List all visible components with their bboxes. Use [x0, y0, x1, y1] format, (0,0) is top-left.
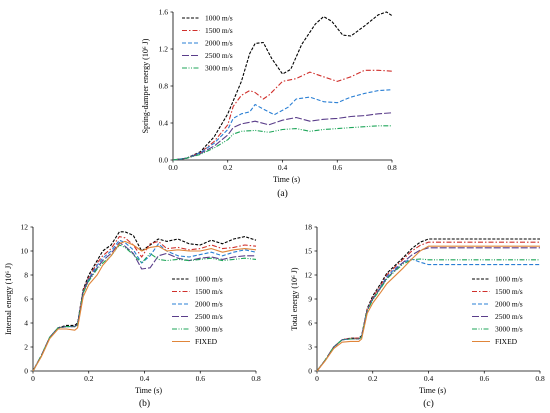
x-tick-label: 0: [315, 374, 319, 383]
legend-label: FIXED: [495, 337, 518, 346]
y-tick-label: 12: [305, 271, 313, 280]
legend-label: 1500 m/s: [495, 287, 523, 296]
y-tick-label: 9: [308, 295, 312, 304]
legend-label: 2000 m/s: [205, 39, 233, 48]
y-tick-label: 0: [308, 367, 312, 376]
y-tick-label: 1.2: [159, 45, 169, 54]
panel-label: (c): [423, 398, 434, 409]
y-axis-label: Internal energy (10⁶ J): [4, 263, 13, 335]
y-tick-label: 2: [24, 343, 28, 352]
legend-label: 3000 m/s: [495, 325, 523, 334]
x-tick-label: 0.4: [278, 163, 288, 172]
legend-label: 2500 m/s: [495, 312, 523, 321]
x-tick-label: 0.4: [424, 374, 434, 383]
x-tick-label: 0.8: [535, 374, 545, 383]
series-line-5: [32, 240, 257, 372]
series-line-2: [316, 258, 540, 372]
y-tick-label: 10: [21, 247, 29, 256]
legend-label: 1500 m/s: [195, 287, 223, 296]
legend-label: 3000 m/s: [195, 325, 223, 334]
series-line-3: [316, 247, 540, 372]
chart-panel-0: 0.0 0.2 0.4 0.6 0.8 0.0 0.4 0.8 1.2 1.6 Time (s) Sp…: [141, 8, 397, 199]
series-line-3: [172, 112, 393, 161]
series-line-1: [32, 236, 257, 372]
series-line-4: [32, 244, 257, 372]
y-tick-label: 0.4: [159, 119, 169, 128]
x-tick-label: 0.0: [168, 163, 178, 172]
legend-label: 1000 m/s: [495, 275, 523, 284]
y-tick-label: 0: [24, 367, 28, 376]
legend-label: 1000 m/s: [195, 275, 223, 284]
chart-panel-2: 0 0.2 0.4 0.6 0.8 0 3 6 9 12 15 18 Time (s) Total ene…: [290, 223, 545, 409]
y-tick-label: 18: [305, 223, 313, 232]
y-tick-label: 0.0: [159, 156, 169, 165]
y-axis-label: Total energy (10⁶ J): [290, 267, 299, 331]
x-tick-label: 0.6: [333, 163, 343, 172]
x-tick-label: 0.2: [84, 374, 94, 383]
legend-label: FIXED: [195, 337, 218, 346]
x-axis-label: Time (s): [419, 386, 446, 395]
x-tick-label: 0.2: [223, 163, 233, 172]
legend-label: 1500 m/s: [205, 26, 233, 35]
legend-label: 2500 m/s: [205, 51, 233, 60]
x-tick-label: 0.8: [251, 374, 261, 383]
x-axis-label: Time (s): [273, 175, 300, 184]
y-tick-label: 0.8: [159, 82, 169, 91]
y-tick-label: 12: [21, 223, 29, 232]
x-tick-label: 0.6: [196, 374, 206, 383]
y-axis-label: Spring-damper energy (10⁶ J): [141, 38, 150, 133]
x-tick-label: 0.6: [480, 374, 490, 383]
y-tick-label: 15: [305, 247, 313, 256]
x-tick-label: 0.8: [387, 163, 397, 172]
panel-label: (a): [277, 188, 288, 199]
series-line-2: [172, 89, 393, 161]
legend: 1000 m/s 1500 m/s 2000 m/s 2500 m/s 3000 m/s: [182, 14, 233, 73]
x-tick-label: 0.2: [368, 374, 378, 383]
y-tick-label: 1.6: [159, 8, 169, 17]
chart-panel-1: 0 0.2 0.4 0.6 0.8 0 2 4 6 8 10 12 Time (s) Internal e…: [4, 223, 261, 409]
legend-label: 3000 m/s: [205, 64, 233, 73]
panel-label: (b): [139, 398, 150, 409]
x-tick-label: 0.4: [140, 374, 150, 383]
y-tick-label: 6: [308, 319, 312, 328]
legend-label: 1000 m/s: [205, 14, 233, 23]
series-line-4: [172, 125, 392, 161]
legend-label: 2000 m/s: [195, 300, 223, 309]
series-line-5: [316, 245, 540, 372]
series-line-3: [32, 242, 256, 372]
legend: 1000 m/s 1500 m/s 2000 m/s 2500 m/s 3000 m/s…: [472, 275, 523, 346]
series-line-4: [316, 258, 540, 372]
legend-label: 2500 m/s: [195, 312, 223, 321]
legend: 1000 m/s 1500 m/s 2000 m/s 2500 m/s 3000 m/s…: [172, 275, 223, 346]
y-tick-label: 3: [308, 343, 312, 352]
y-tick-label: 6: [24, 295, 28, 304]
legend-label: 2000 m/s: [495, 300, 523, 309]
x-axis-label: Time (s): [135, 386, 162, 395]
series-line-1: [172, 69, 393, 161]
y-tick-label: 4: [24, 319, 28, 328]
series-line-0: [172, 11, 393, 161]
y-tick-label: 8: [24, 271, 28, 280]
x-tick-label: 0: [31, 374, 35, 383]
